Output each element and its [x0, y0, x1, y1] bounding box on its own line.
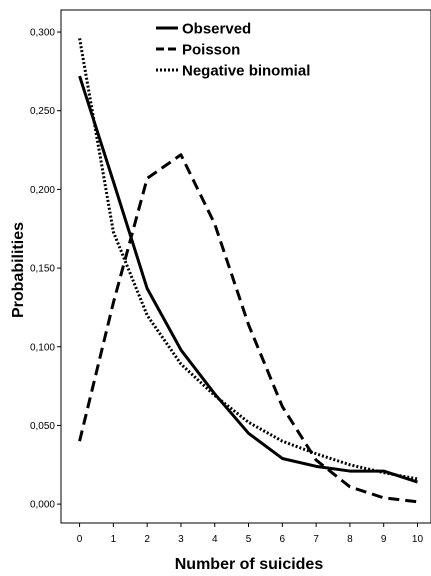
x-axis-title: Number of suicides [175, 556, 324, 573]
y-tick-label: 0,300 [30, 28, 55, 39]
y-tick-label: 0,050 [30, 421, 55, 432]
x-tick-label: 6 [280, 534, 286, 545]
x-tick-label: 10 [412, 534, 424, 545]
y-tick-label: 0,000 [30, 500, 55, 511]
x-tick-label: 8 [347, 534, 353, 545]
x-tick-label: 0 [77, 534, 83, 545]
legend-label: Observed [182, 21, 251, 38]
y-tick-label: 0,200 [30, 185, 55, 196]
y-tick-label: 0,150 [30, 264, 55, 275]
legend: Observed Poisson Negative binomial [156, 21, 310, 80]
y-tick-label: 0,250 [30, 106, 55, 117]
series-line-poisson [78, 153, 418, 504]
x-tick-label: 7 [313, 534, 319, 545]
series-line-observed [78, 75, 418, 484]
x-tick-label: 9 [381, 534, 387, 545]
x-tick-label: 2 [144, 534, 150, 545]
x-axis: 0 1 2 3 4 5 6 7 8 9 10 [77, 523, 424, 545]
y-tick-label: 0,100 [30, 342, 55, 353]
legend-label: Negative binomial [182, 63, 310, 80]
legend-label: Poisson [182, 42, 240, 59]
plot-area-frame [60, 9, 431, 524]
series-line-negative-binomial [78, 38, 418, 481]
series-layer [78, 38, 418, 504]
x-tick-label: 4 [212, 534, 218, 545]
x-tick-label: 3 [178, 534, 184, 545]
x-tick-label: 5 [246, 534, 252, 545]
y-axis: 0,000 0,050 0,100 0,150 0,200 0,250 0,300 [30, 28, 61, 511]
x-tick-label: 1 [111, 534, 117, 545]
y-axis-title: Probabilities [10, 222, 27, 318]
